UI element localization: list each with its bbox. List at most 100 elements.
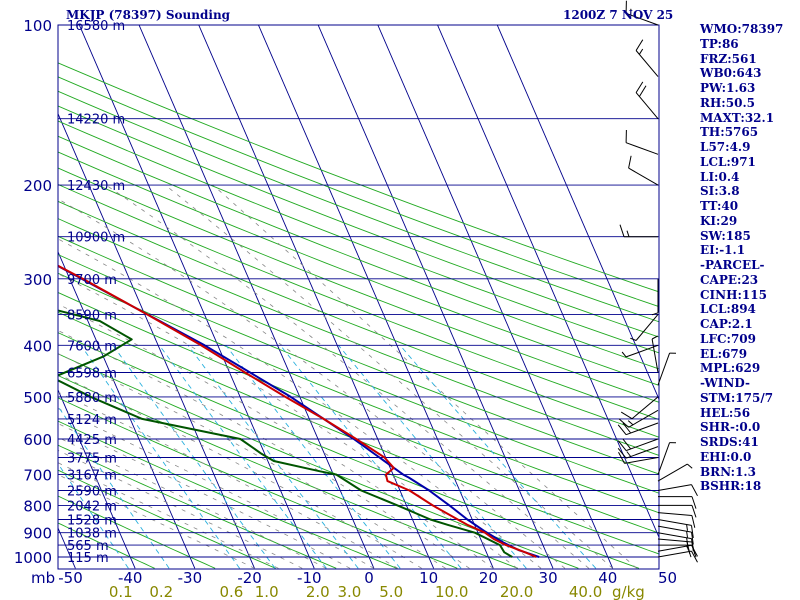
index-line: -PARCEL- <box>700 258 765 272</box>
moist-adiabat-line <box>212 184 637 569</box>
mixing-ratio-label: 0.2 <box>149 583 173 600</box>
wind-barb <box>628 155 659 186</box>
wind-barb <box>658 504 697 518</box>
index-line: BRN:1.3 <box>700 464 756 479</box>
index-line: SHR-:0.0 <box>700 420 761 435</box>
temperature-trace <box>58 264 537 558</box>
index-line: L57:4.9 <box>700 140 751 154</box>
isotherm-line <box>377 25 614 569</box>
wind-barb-flag <box>691 496 697 509</box>
dry-adiabat-line <box>58 105 659 338</box>
moist-adiabat-line <box>58 408 375 569</box>
wind-barb <box>625 129 659 155</box>
wind-barb <box>657 550 698 563</box>
mixing-ratio-label: 10.0 <box>435 583 468 600</box>
wind-barb-half-flag <box>687 463 693 469</box>
height-label: 2042 m <box>67 499 117 514</box>
wind-barb-staff <box>657 442 671 475</box>
wind-barb-staff <box>625 438 659 452</box>
index-line: CINH:115 <box>700 287 767 302</box>
wind-barb <box>635 39 659 77</box>
plot-frame <box>57 24 660 570</box>
index-line: LFC:709 <box>700 331 756 346</box>
isotherm-line <box>58 388 136 569</box>
wind-barb-flag <box>628 155 632 169</box>
height-label: 5124 m <box>67 413 117 428</box>
wind-barb-flag <box>622 422 632 434</box>
moist-adiabat-line <box>58 353 446 569</box>
mixing-ratio-line <box>80 345 240 569</box>
wind-barb <box>617 422 659 436</box>
dry-adiabat-line <box>58 135 659 370</box>
wind-barb-staff <box>625 12 659 26</box>
wind-barb-flag <box>691 515 696 528</box>
wind-barb-half-flag <box>626 451 632 457</box>
wind-barb-staff <box>657 512 692 516</box>
wind-barb-half-flag <box>686 524 688 531</box>
temperature-tick-label: 50 <box>658 569 677 587</box>
index-line: LI:0.4 <box>700 169 740 184</box>
dry-adiabat-line <box>58 311 659 555</box>
index-line: CAP:2.1 <box>700 317 753 331</box>
mixing-ratio-label: 3.0 <box>337 583 361 600</box>
temperature-tick-label: 30 <box>539 569 558 587</box>
wind-barb <box>651 278 659 316</box>
dry-adiabat-line <box>58 76 659 308</box>
wind-barb-flag <box>691 505 697 518</box>
wind-barb-staff <box>657 519 692 526</box>
wind-barb <box>620 396 659 420</box>
index-line: WMO:78397 <box>700 22 784 36</box>
wind-barb-staff <box>625 142 659 155</box>
height-label: 2590 m <box>67 485 117 500</box>
mixing-ratio-line <box>58 405 170 569</box>
dry-adiabat-line <box>58 120 659 354</box>
wind-barb <box>619 224 658 238</box>
height-label: 7600 m <box>67 339 117 354</box>
wind-barb <box>635 81 659 120</box>
moist-adiabat-line <box>58 330 470 569</box>
mixing-ratio-line <box>225 345 401 569</box>
isotherm-line <box>58 112 255 569</box>
wind-barb-half-flag <box>651 335 658 340</box>
wind-barb-staff <box>625 446 659 459</box>
index-line: MAXT:32.1 <box>700 110 775 125</box>
wind-barb-staff <box>657 525 692 533</box>
wind-barb-staff <box>635 92 659 120</box>
pressure-label: 600 <box>23 431 52 449</box>
wind-barb-flag <box>622 438 632 450</box>
isotherm-line <box>58 526 76 569</box>
wind-barb <box>657 512 696 528</box>
mixing-ratio-label: 0.6 <box>219 583 243 600</box>
temperature-tick-label: 0 <box>364 569 374 587</box>
moist-adiabat-line <box>58 303 494 569</box>
dry-adiabat-line <box>58 218 659 456</box>
wind-barb-staff <box>651 338 659 373</box>
dry-adiabat-line <box>58 272 659 514</box>
wind-barb <box>657 484 698 497</box>
isobar-lines <box>58 24 659 558</box>
wind-barb <box>657 538 696 555</box>
dry-adiabat-line <box>58 235 659 475</box>
wind-barb <box>657 544 698 557</box>
wind-barb-half-flag <box>627 420 634 426</box>
moist-adiabat-line <box>58 423 351 569</box>
mixing-ratio-line <box>112 345 276 569</box>
wind-barb <box>657 352 677 386</box>
pressure-label: 500 <box>23 389 52 407</box>
isotherm-line <box>78 25 315 569</box>
wind-barb-flag <box>691 538 694 552</box>
dry-adiabat-line <box>58 167 659 403</box>
wind-barb-flag <box>618 452 625 464</box>
index-line: KI:29 <box>700 213 738 228</box>
temperature-tick-label: 10 <box>419 569 438 587</box>
isotherm-line <box>437 25 659 539</box>
height-label: 10900 m <box>67 231 125 246</box>
mixing-ratio-line <box>338 345 527 569</box>
pressure-label: 900 <box>23 525 52 543</box>
time-title: 1200Z 7 NOV 25 <box>563 8 674 22</box>
wind-barb-flag <box>620 411 633 420</box>
height-label: 1528 m <box>67 514 117 529</box>
wind-barb <box>657 525 694 545</box>
